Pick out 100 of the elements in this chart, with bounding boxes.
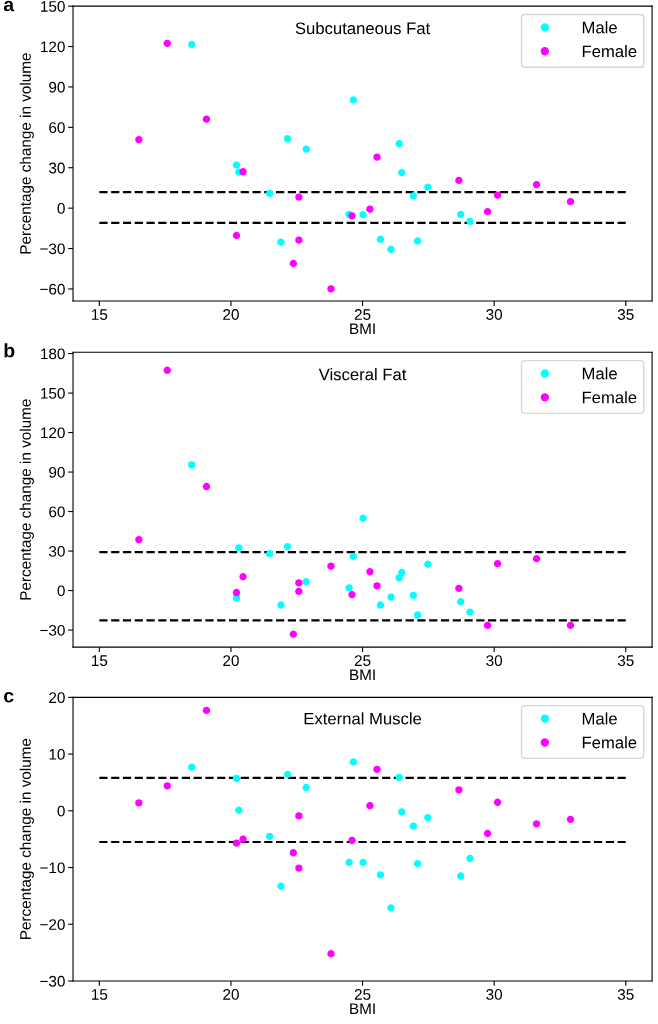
point <box>566 198 575 206</box>
point <box>455 786 463 794</box>
x-tick-label: 15 <box>92 655 108 667</box>
point <box>424 183 432 191</box>
point <box>188 461 196 469</box>
x-tick-label: 25 <box>354 655 371 667</box>
y-tick-label: −10 <box>40 862 65 874</box>
point <box>277 238 285 246</box>
point <box>327 562 335 570</box>
point <box>345 584 353 592</box>
point <box>424 560 432 568</box>
y-tick-label: 20 <box>49 692 65 704</box>
y-tick-label: 60 <box>49 506 65 518</box>
y-tick-label: 90 <box>49 466 65 478</box>
point <box>532 180 541 189</box>
y-tick-label: 0 <box>57 585 65 597</box>
point <box>398 168 406 177</box>
point <box>232 839 241 847</box>
point <box>235 544 243 552</box>
legend-label: Male <box>582 21 617 34</box>
y-tick-label: 10 <box>49 748 65 760</box>
y-tick-label: 150 <box>41 387 65 399</box>
point <box>395 773 403 782</box>
point <box>373 765 381 774</box>
point <box>366 568 374 576</box>
legend-label: Female <box>582 391 637 404</box>
legend-label: Male <box>582 712 617 725</box>
y-tick-label: 30 <box>48 162 65 174</box>
x-tick-label: 35 <box>617 655 634 667</box>
x-tick-label: 35 <box>617 989 634 1000</box>
point <box>348 590 356 599</box>
y-tick-label: −60 <box>40 283 65 295</box>
y-tick-label: 0 <box>57 203 65 214</box>
x-axis-title: BMI <box>350 669 375 681</box>
point <box>483 829 492 838</box>
text: External Muscle <box>304 712 422 725</box>
point <box>349 96 358 104</box>
point <box>239 573 247 581</box>
point <box>348 836 356 844</box>
point <box>395 140 403 148</box>
point <box>302 783 310 792</box>
x-tick-label: 25 <box>354 989 371 1000</box>
x-tick-label: 20 <box>223 309 239 320</box>
legend-label: Male <box>582 367 617 380</box>
point <box>295 236 303 244</box>
point <box>265 189 274 198</box>
y-axis-title: Percentage change in volume <box>19 53 34 254</box>
point <box>277 601 285 609</box>
point <box>265 832 274 841</box>
y-tick-label: −30 <box>40 243 65 255</box>
y-axis-title: Percentage change in volume <box>19 738 34 939</box>
point <box>289 630 298 638</box>
point <box>398 568 406 577</box>
point <box>202 482 211 491</box>
y-tick-label: 90 <box>49 81 65 93</box>
point <box>135 799 143 807</box>
point <box>289 849 298 857</box>
y-tick-label: 60 <box>49 122 65 134</box>
point <box>376 235 385 243</box>
y-tick-label: −30 <box>40 975 65 987</box>
y-tick-label: 0 <box>57 805 65 817</box>
point <box>188 763 196 771</box>
point <box>457 598 465 606</box>
point <box>457 872 465 880</box>
x-tick-label: 15 <box>92 309 108 320</box>
x-tick-label: 20 <box>223 655 239 667</box>
point <box>135 135 143 144</box>
point <box>295 864 303 872</box>
point <box>387 245 395 254</box>
x-axis-title: BMI <box>350 323 375 335</box>
x-axis-title: BMI <box>350 1003 375 1014</box>
y-tick-label: 150 <box>41 1 65 12</box>
x-tick-label: 30 <box>486 309 503 320</box>
point <box>163 39 171 47</box>
point <box>135 535 143 544</box>
point <box>359 514 367 522</box>
point <box>376 871 385 879</box>
point <box>359 211 367 219</box>
y-tick-label: 30 <box>48 545 65 557</box>
x-tick-label: 20 <box>223 989 239 1000</box>
point <box>232 774 241 783</box>
point <box>493 798 502 806</box>
point <box>232 588 241 597</box>
point <box>232 161 241 169</box>
point <box>413 237 422 245</box>
x-tick-label: 15 <box>92 989 108 1000</box>
point <box>395 574 403 582</box>
text: c <box>4 691 14 703</box>
point <box>424 813 432 822</box>
point <box>232 231 241 240</box>
x-tick-label: 35 <box>617 309 634 320</box>
point <box>566 621 575 630</box>
point <box>239 168 247 176</box>
y-tick-label: 120 <box>41 427 65 439</box>
point <box>302 145 310 153</box>
point <box>235 806 243 814</box>
point <box>409 822 418 830</box>
point <box>295 193 303 201</box>
point <box>409 192 418 200</box>
legend-label: Female <box>582 45 637 58</box>
